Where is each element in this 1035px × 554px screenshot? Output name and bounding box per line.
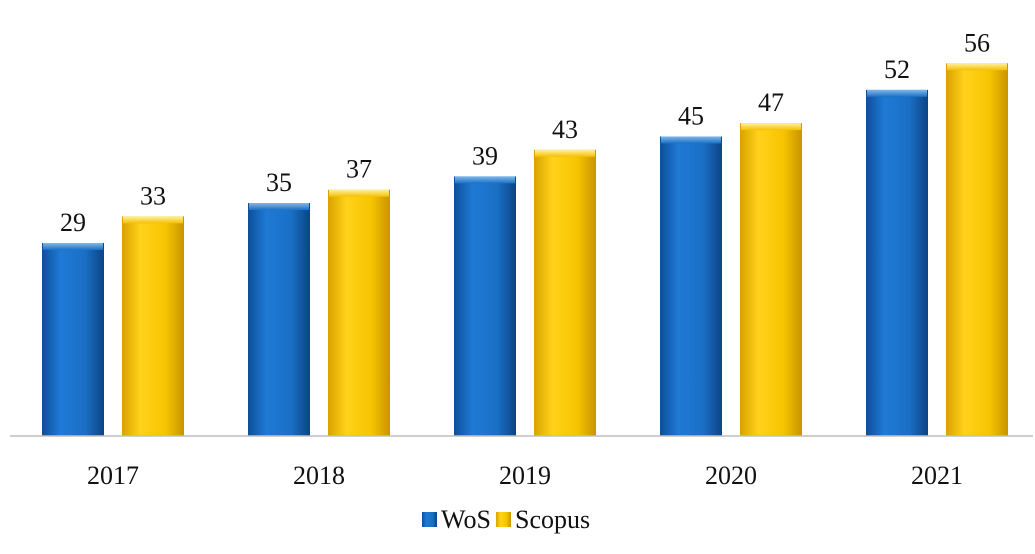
bar-wos-2020 — [660, 136, 722, 437]
x-tick-label-2020: 2020 — [705, 461, 757, 490]
bar-wos-2019 — [454, 176, 516, 436]
legend-label-scopus: Scopus — [515, 505, 590, 534]
bar-wos-2018 — [248, 203, 310, 436]
data-labels-layer: 29 33 35 37 39 43 45 47 52 56 — [60, 28, 990, 237]
bar-cap-wos-2020 — [661, 136, 721, 144]
data-label-wos-2020: 45 — [678, 101, 704, 130]
bar-cap-scopus-2021 — [947, 63, 1007, 71]
bar-cap-scopus-2020 — [741, 123, 801, 131]
data-label-scopus-2017: 33 — [140, 181, 166, 210]
x-tick-label-2021: 2021 — [911, 461, 963, 490]
data-label-scopus-2021: 56 — [964, 28, 990, 57]
x-tick-label-2017: 2017 — [87, 461, 139, 490]
bars-layer — [42, 63, 1008, 437]
bar-cap-wos-2017 — [43, 242, 103, 250]
bar-scopus-2017 — [122, 216, 184, 436]
bar-scopus-2018 — [328, 189, 390, 436]
bar-cap-wos-2019 — [455, 176, 515, 184]
bar-cap-scopus-2019 — [535, 149, 595, 157]
x-tick-label-2018: 2018 — [293, 461, 345, 490]
bar-wos-2021 — [866, 89, 928, 436]
legend-swatch-scopus — [496, 512, 511, 527]
data-label-scopus-2019: 43 — [552, 115, 578, 144]
bar-cap-scopus-2018 — [329, 189, 389, 197]
bar-wos-2017 — [42, 242, 104, 436]
bar-cap-scopus-2017 — [123, 216, 183, 224]
data-label-scopus-2018: 37 — [346, 155, 372, 184]
bar-cap-wos-2021 — [867, 89, 927, 97]
data-label-scopus-2020: 47 — [758, 88, 784, 117]
data-label-wos-2021: 52 — [884, 55, 910, 84]
x-tick-labels: 2017 2018 2019 2020 2021 — [87, 461, 963, 490]
bar-scopus-2021 — [946, 63, 1008, 436]
bar-scopus-2019 — [534, 149, 596, 437]
legend-swatch-wos — [422, 512, 437, 527]
legend-label-wos: WoS — [441, 505, 491, 534]
data-label-wos-2018: 35 — [266, 168, 292, 197]
x-tick-label-2019: 2019 — [499, 461, 551, 490]
data-label-wos-2017: 29 — [60, 208, 86, 237]
bar-cap-wos-2018 — [249, 203, 309, 211]
legend: WoS Scopus — [422, 505, 590, 534]
data-label-wos-2019: 39 — [472, 141, 498, 170]
bar-scopus-2020 — [740, 123, 802, 436]
